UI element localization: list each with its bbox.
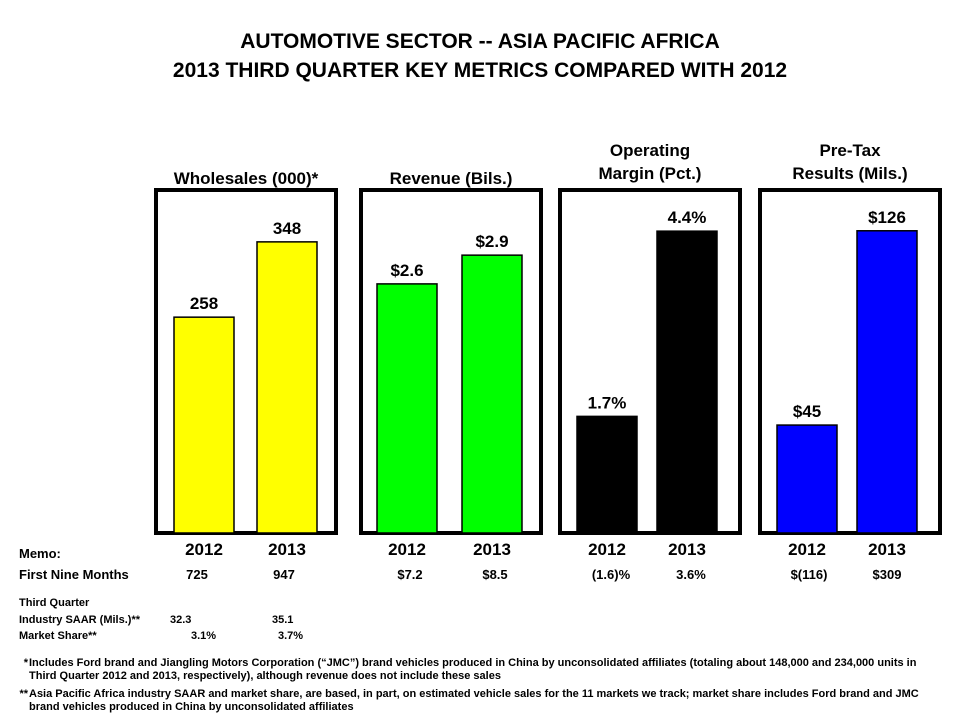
saar-value-2013: 35.1 (272, 614, 294, 626)
chart-title: Results (Mils.) (792, 164, 907, 183)
first-nine-value: 725 (186, 567, 208, 582)
data-label: $45 (793, 402, 821, 421)
first-nine-value: 3.6% (676, 567, 706, 582)
bar (656, 230, 718, 534)
industry-saar-label: Industry SAAR (Mils.)** (19, 614, 141, 626)
chart-frame (558, 188, 742, 535)
share-value-2012: 3.1% (191, 630, 217, 642)
first-nine-value: $309 (872, 567, 902, 582)
chart-title: Revenue (Bils.) (390, 169, 513, 188)
chart-frame (154, 188, 338, 535)
first-nine-value: $7.2 (397, 567, 423, 582)
footnote-mark: ** (19, 688, 28, 700)
chart-frame (758, 188, 942, 535)
tick-label: 2013 (868, 540, 906, 559)
first-nine-value: $8.5 (482, 567, 508, 582)
first-nine-value: $(116) (790, 567, 828, 582)
footnote-2: ** Asia Pacific Africa industry SAAR and… (12, 688, 952, 716)
bar (776, 424, 838, 534)
bar (173, 316, 235, 534)
market-share-label: Market Share** (19, 630, 97, 642)
data-label: $126 (868, 208, 906, 227)
bar (376, 283, 438, 534)
chart-title: Wholesales (000)* (174, 169, 319, 188)
footnote-1: * Includes Ford brand and Jiangling Moto… (12, 657, 952, 685)
footnote-text: Asia Pacific Africa industry SAAR and ma… (29, 688, 919, 713)
tick-label: 2012 (388, 540, 426, 559)
bar (461, 254, 523, 534)
chart-title: Pre-Tax (819, 141, 881, 160)
chart-title: Margin (Pct.) (599, 164, 702, 183)
data-label: 258 (190, 294, 218, 313)
title-line-1: AUTOMOTIVE SECTOR -- ASIA PACIFIC AFRICA (240, 30, 720, 53)
chart-frame (359, 188, 543, 535)
tick-label: 2012 (588, 540, 626, 559)
first-nine-value: 947 (273, 567, 295, 582)
first-nine-value: (1.6)% (591, 567, 631, 582)
data-label: 4.4% (668, 208, 707, 227)
tick-label: 2013 (473, 540, 511, 559)
title-line-2: 2013 THIRD QUARTER KEY METRICS COMPARED … (172, 59, 788, 82)
chart-title: Operating (610, 141, 690, 160)
tick-label: 2012 (185, 540, 223, 559)
data-label: 348 (273, 219, 301, 238)
data-label: $2.6 (390, 261, 423, 280)
bar (256, 241, 318, 534)
data-label: 1.7% (588, 393, 627, 412)
data-label: $2.9 (475, 232, 508, 251)
memo-label: Memo: (19, 546, 61, 561)
bar (576, 415, 638, 534)
share-value-2013: 3.7% (278, 630, 304, 642)
footnote-mark: * (23, 657, 28, 669)
first-nine-months-label: First Nine Months (19, 567, 129, 582)
footnote-text: Includes Ford brand and Jiangling Motors… (29, 657, 917, 682)
bar (856, 230, 918, 534)
tick-label: 2013 (268, 540, 306, 559)
saar-value-2012: 32.3 (170, 614, 192, 626)
tick-label: 2012 (788, 540, 826, 559)
third-quarter-label: Third Quarter (19, 597, 90, 609)
tick-label: 2013 (668, 540, 706, 559)
